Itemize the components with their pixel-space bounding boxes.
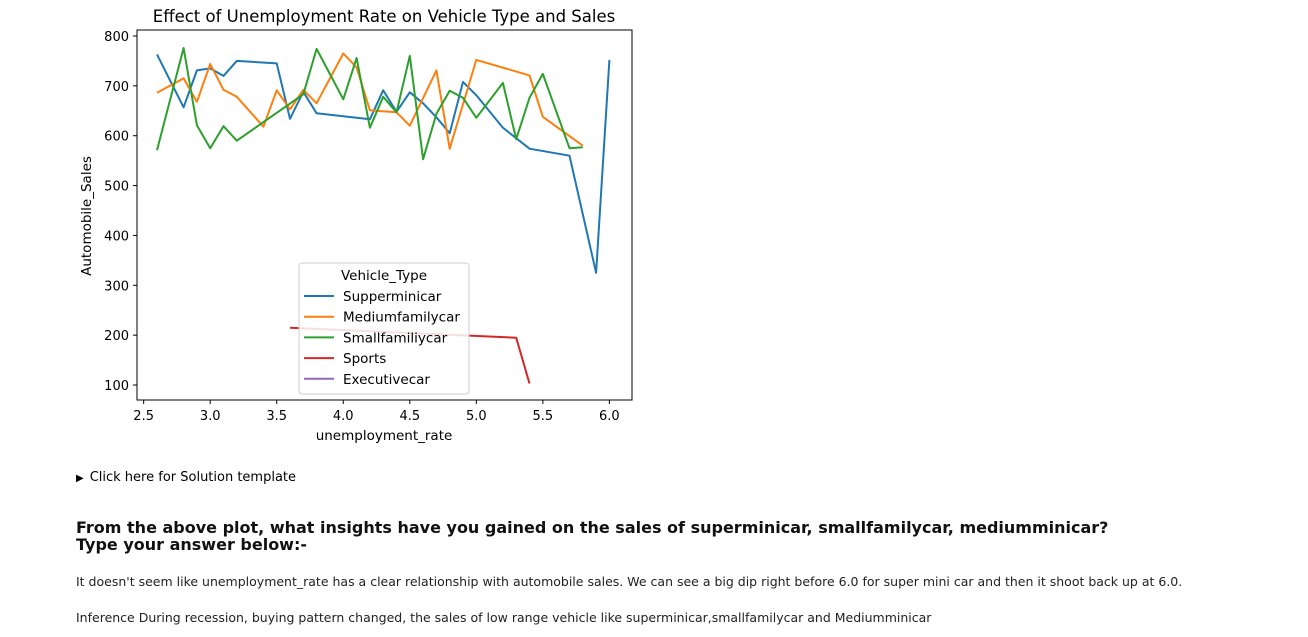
x-tick-label: 4.5: [399, 409, 420, 424]
legend-title: Vehicle_Type: [341, 268, 427, 284]
answer-paragraph-1: It doesn't seem like unemployment_rate h…: [76, 574, 1183, 589]
question-heading: From the above plot, what insights have …: [76, 519, 1276, 553]
y-tick-label: 600: [104, 130, 129, 145]
question-line-2: Type your answer below:-: [76, 535, 307, 554]
y-tick-label: 500: [104, 180, 129, 195]
line-chart: Effect of Unemployment Rate on Vehicle T…: [79, 7, 633, 444]
series-line-smallfamiliycar: [156, 47, 583, 161]
legend-frame: [298, 262, 470, 395]
x-tick-label: 6.0: [599, 409, 620, 424]
x-tick-label: 5.5: [533, 409, 554, 424]
question-line-1: From the above plot, what insights have …: [76, 518, 1109, 537]
x-tick-label: 2.5: [133, 409, 154, 424]
x-tick-label: 5.0: [466, 409, 487, 424]
legend: Vehicle_Type Supperminicar Mediumfamilyca…: [298, 262, 470, 395]
x-axis: 2.5 3.0 3.5 4.0 4.5 5.0 5.5 6.0: [133, 400, 620, 424]
disclosure-triangle-icon: ▶: [76, 473, 84, 484]
y-tick-label: 400: [104, 229, 129, 244]
legend-label: Supperminicar: [343, 289, 442, 305]
legend-entries: Supperminicar Mediumfamilycar Smallfamiliy…: [304, 289, 460, 388]
y-tick-label: 100: [104, 379, 129, 394]
y-tick-label: 800: [104, 30, 129, 45]
x-tick-label: 3.5: [266, 409, 287, 424]
series-line-supperminicar: [156, 53, 611, 274]
y-tick-label: 200: [104, 329, 129, 344]
plot-frame: [136, 29, 633, 401]
answer-paragraph-2: Inference During recession, buying patte…: [76, 610, 932, 625]
legend-label: Smallfamiliycar: [343, 330, 448, 346]
solution-template-label: Click here for Solution template: [89, 470, 297, 485]
series-line-mediumfamilycar: [156, 52, 584, 150]
legend-label: Sports: [343, 351, 386, 367]
legend-label: Mediumfamilycar: [343, 310, 460, 326]
solution-template-toggle[interactable]: ▶ Click here for Solution template: [76, 470, 296, 485]
y-tick-label: 300: [104, 279, 129, 294]
x-axis-label: unemployment_rate: [316, 428, 453, 444]
x-tick-label: 4.0: [333, 409, 354, 424]
legend-label: Executivecar: [343, 372, 430, 388]
y-axis-label: Automobile_Sales: [79, 156, 95, 276]
y-axis: 100 200 300 400 500 600 700 800: [104, 30, 137, 394]
y-tick-label: 700: [104, 80, 129, 95]
chart-title: Effect of Unemployment Rate on Vehicle T…: [153, 7, 615, 26]
x-tick-label: 3.0: [200, 409, 221, 424]
